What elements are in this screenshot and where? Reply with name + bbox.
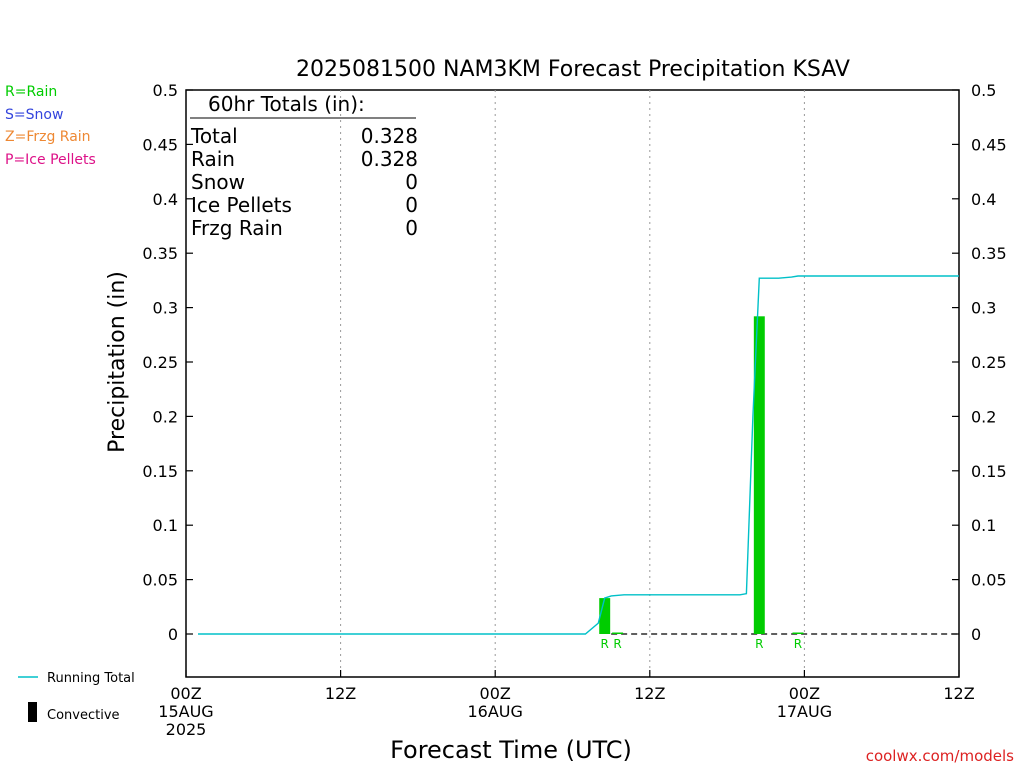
- y-tick-label-left: 0.35: [142, 244, 178, 263]
- totals-row-value: 0: [405, 170, 418, 194]
- x-tick-label: 16AUG: [467, 702, 522, 721]
- x-axis-label: Forecast Time (UTC): [390, 736, 632, 764]
- totals-box: 60hr Totals (in): Total 0.328 Rain 0.328 Sno…: [190, 92, 418, 240]
- totals-row-value: 0: [405, 216, 418, 240]
- x-tick-label: 12Z: [634, 684, 665, 703]
- precip-type-label: R: [601, 637, 609, 651]
- y-tick-label-right: 0.45: [971, 135, 1007, 154]
- chart-title: 2025081500 NAM3KM Forecast Precipitation…: [296, 57, 850, 82]
- y-ticks: 0 00.05 0.050.1 0.10.15 0.150.2 0.20.25 0.250.…: [142, 81, 1006, 644]
- totals-row-value: 0: [405, 193, 418, 217]
- convective-legend-swatch: [28, 702, 37, 722]
- precip-bar: [753, 316, 765, 634]
- plot-frame: [185, 89, 960, 678]
- legend-snow: S=Snow: [5, 107, 63, 123]
- x-tick-label: 15AUG: [158, 702, 213, 721]
- y-tick-label-left: 0.2: [153, 407, 178, 426]
- y-axis-label: Precipitation (in): [105, 271, 130, 453]
- y-tick-label-right: 0.35: [971, 244, 1007, 263]
- totals-row-label: Rain: [191, 147, 235, 171]
- y-tick-label-left: 0.1: [153, 516, 178, 535]
- y-tick-label-left: 0.4: [153, 190, 178, 209]
- running-total-legend-label: Running Total: [47, 671, 135, 686]
- x-tick-label: 2025: [166, 720, 207, 739]
- site-credit: coolwx.com/models: [866, 747, 1014, 765]
- precip-type-label: R: [755, 637, 763, 651]
- y-tick-label-right: 0.5: [971, 81, 996, 100]
- y-tick-label-right: 0.05: [971, 571, 1007, 590]
- y-tick-label-left: 0.05: [142, 571, 178, 590]
- totals-row-label: Ice Pellets: [191, 193, 292, 217]
- precip-bar: [792, 632, 804, 634]
- x-tick-label: 00Z: [789, 684, 820, 703]
- x-tick-label: 12Z: [943, 684, 974, 703]
- y-tick-label-left: 0: [168, 625, 178, 644]
- running-total-line: [198, 275, 959, 635]
- convective-legend-label: Convective: [47, 708, 120, 723]
- y-tick-label-right: 0: [971, 625, 981, 644]
- totals-row-value: 0.328: [361, 124, 418, 148]
- y-tick-label-right: 0.25: [971, 353, 1007, 372]
- grid-lines: [340, 90, 805, 677]
- totals-row-label: Total: [190, 124, 238, 148]
- legend-ice-pellets: P=Ice Pellets: [5, 152, 96, 168]
- x-tick-label: 00Z: [170, 684, 201, 703]
- y-tick-label-left: 0.5: [153, 81, 178, 100]
- x-tick-label: 00Z: [480, 684, 511, 703]
- legend-rain: R=Rain: [5, 84, 57, 100]
- precip-type-label: R: [794, 637, 802, 651]
- totals-row-value: 0.328: [361, 147, 418, 171]
- legend-frzg-rain: Z=Frzg Rain: [5, 129, 91, 145]
- precip-bar: [599, 598, 611, 634]
- y-tick-label-right: 0.15: [971, 462, 1007, 481]
- precip-type-label: R: [613, 637, 621, 651]
- y-tick-label-left: 0.25: [142, 353, 178, 372]
- y-tick-label-right: 0.3: [971, 299, 996, 318]
- totals-header: 60hr Totals (in):: [208, 92, 365, 116]
- y-tick-label-left: 0.3: [153, 299, 178, 318]
- y-tick-label-left: 0.15: [142, 462, 178, 481]
- totals-row-label: Frzg Rain: [191, 216, 283, 240]
- y-tick-label-right: 0.2: [971, 407, 996, 426]
- y-tick-label-right: 0.4: [971, 190, 996, 209]
- y-tick-label-left: 0.45: [142, 135, 178, 154]
- totals-row-label: Snow: [191, 170, 245, 194]
- precip-bar: [612, 632, 624, 634]
- x-tick-label: 12Z: [325, 684, 356, 703]
- y-tick-label-right: 0.1: [971, 516, 996, 535]
- x-tick-label: 17AUG: [777, 702, 832, 721]
- precip-bars: [599, 316, 804, 634]
